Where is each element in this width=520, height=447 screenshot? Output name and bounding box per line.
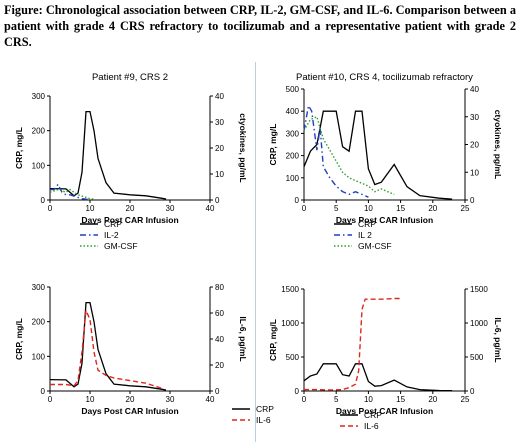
legend-label: IL 2 [358,230,372,240]
x-tick-label: 0 [48,395,53,404]
y-tick-label-right: 10 [470,168,479,177]
x-tick-label: 30 [166,204,175,213]
legend-label: IL-6 [256,415,271,425]
series-line-il-2 [303,103,369,198]
y-tick-label-left: 100 [32,161,46,170]
x-tick-label: 25 [461,395,470,404]
series-line-crp [49,301,167,391]
legend-label: CRP [256,404,274,414]
x-tick-label: 15 [396,204,405,213]
y-tick-label-left: 200 [32,127,46,136]
series-line-crp [303,110,453,200]
y-tick-label-right: 10 [215,170,224,179]
y-tick-label-right: 40 [215,92,224,101]
figure-caption: Figure: Chronological association betwee… [4,3,516,49]
y-tick-label-left: 0 [295,196,300,205]
y-tick-label-left: 1000 [281,319,299,328]
series-line-gm-csf [49,188,95,200]
series-line-il-2 [50,183,91,201]
y-tick-label-right: 40 [215,335,224,344]
x-tick-label: 30 [166,395,175,404]
legend-label: GM-CSF [358,241,392,251]
x-tick-label: 20 [126,395,135,404]
series-line-crp [49,110,167,200]
y-tick-label-left: 500 [286,85,300,94]
y-tick-label-right: 0 [215,387,220,396]
y-tick-label-right: 20 [215,361,224,370]
y-tick-label-right: 0 [470,387,475,396]
y-axis-label-left: CRP, mg/L [14,318,24,360]
x-tick-label: 0 [48,204,53,213]
y-tick-label-left: 0 [295,387,300,396]
series-line-crp [303,363,453,392]
y-tick-label-right: 0 [470,196,475,205]
y-tick-label-right: 60 [215,309,224,318]
chart-1: Patient #9, CRS 20 10 20 30 4001002003000102… [14,72,248,251]
y-axis-label-right: ctyokines, pg/mL [493,110,503,179]
x-tick-label: 5 [334,395,339,404]
y-tick-label-left: 100 [286,174,300,183]
x-tick-label: 40 [206,204,215,213]
legend-label: CRP [104,219,122,229]
y-tick-label-left: 200 [32,318,46,327]
x-axis-label: Days Post CAR Infusion [336,215,433,225]
x-tick-label: 10 [86,204,95,213]
y-tick-label-left: 300 [32,92,46,101]
chart-title: Patient #9, CRS 2 [92,72,168,83]
y-tick-label-left: 1500 [281,285,299,294]
y-tick-label-right: 20 [215,144,224,153]
y-axis-label-left: CRP, mg/L [268,319,278,361]
x-tick-label: 10 [364,204,373,213]
y-tick-label-right: 30 [215,118,224,127]
y-tick-label-left: 500 [286,353,300,362]
x-tick-label: 25 [461,204,470,213]
x-tick-label: 20 [428,395,437,404]
series-line-il-6 [50,307,163,390]
y-axis-label-right: IL-6, pg/mL [493,317,503,362]
y-tick-label-right: 40 [470,85,479,94]
legend-label: GM-CSF [104,241,138,251]
x-tick-label: 0 [302,204,307,213]
x-tick-label: 5 [334,204,339,213]
chart-2: Patient #10, CRS 4, tocilizumab refracto… [268,72,503,251]
x-tick-label: 20 [126,204,135,213]
y-axis-label-left: CRP, mg/L [14,127,24,169]
x-tick-label: 20 [428,204,437,213]
x-tick-label: 15 [396,395,405,404]
legend-label: IL-2 [104,230,119,240]
y-tick-label-left: 0 [41,387,46,396]
series-line-il-6 [304,297,401,391]
chart-title: Patient #10, CRS 4, tocilizumab refracto… [296,72,473,83]
legend-label: IL-6 [364,421,379,431]
y-axis-label-left: CRP, mg/L [268,124,278,166]
y-tick-label-right: 1000 [470,319,488,328]
x-axis-label: Days Post CAR Infusion [81,215,178,225]
x-tick-label: 40 [206,395,215,404]
y-tick-label-right: 500 [470,353,484,362]
y-tick-label-right: 30 [470,113,479,122]
y-tick-label-right: 0 [215,196,220,205]
legend-label: CRP [358,219,376,229]
x-tick-label: 10 [364,395,373,404]
y-tick-label-right: 1500 [470,285,488,294]
legend-label: CRP [364,410,382,420]
y-axis-label-right: IL-6, pg/mL [238,316,248,361]
y-tick-label-left: 0 [41,196,46,205]
y-tick-label-left: 300 [286,129,300,138]
y-tick-label-left: 400 [286,107,300,116]
x-axis-label: Days Post CAR Infusion [336,406,433,416]
x-tick-label: 0 [302,395,307,404]
y-axis-label-right: ctyokines, pg/mL [238,113,248,182]
x-axis-label: Days Post CAR Infusion [81,406,178,416]
y-tick-label-left: 200 [286,152,300,161]
panel-divider [255,62,256,442]
y-tick-label-right: 80 [215,283,224,292]
y-tick-label-right: 20 [470,141,479,150]
y-tick-label-left: 100 [32,352,46,361]
x-tick-label: 10 [86,395,95,404]
y-tick-label-left: 300 [32,283,46,292]
